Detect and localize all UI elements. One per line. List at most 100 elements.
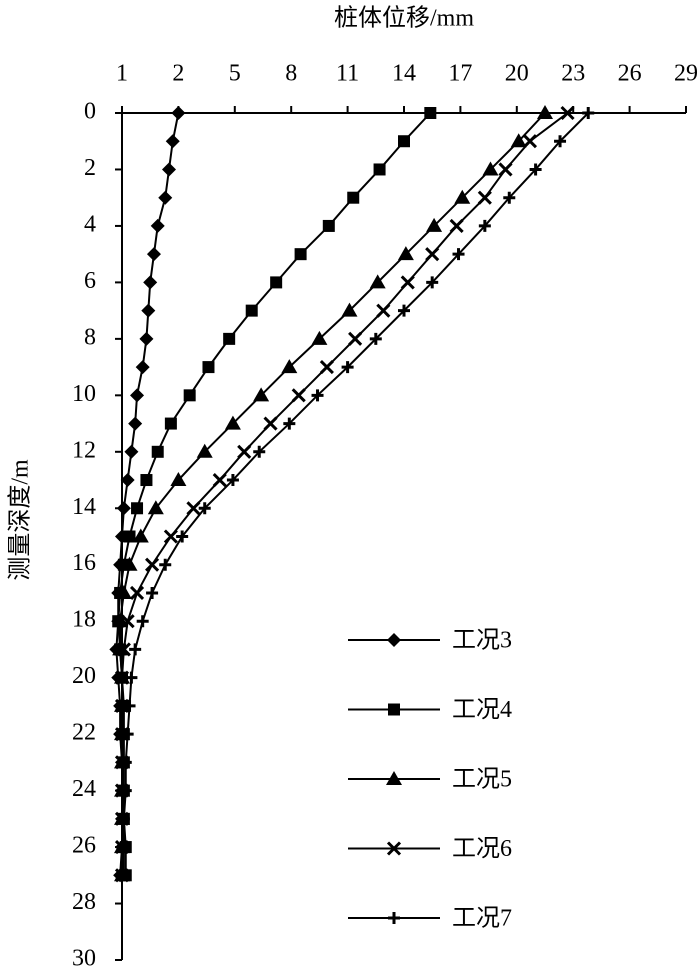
marker: [426, 217, 443, 232]
x-tick-label: 20: [505, 61, 529, 87]
marker: [120, 473, 135, 488]
marker: [119, 784, 132, 797]
marker: [164, 417, 177, 430]
y-tick-label: 26: [72, 833, 96, 859]
x-tick-label: 11: [336, 61, 359, 87]
marker: [124, 444, 139, 459]
marker: [387, 633, 401, 647]
marker: [245, 304, 258, 317]
y-tick-label: 8: [84, 324, 96, 350]
marker: [117, 812, 130, 825]
marker: [226, 474, 239, 487]
y-tick-label: 30: [72, 946, 96, 972]
x-tick-label: 2: [172, 61, 184, 87]
y-tick-label: 20: [72, 663, 96, 689]
x-tick-label: 29: [674, 61, 698, 87]
marker: [454, 189, 471, 204]
x-tick-label: 14: [392, 61, 416, 87]
marker: [162, 162, 176, 177]
marker: [477, 190, 492, 205]
marker: [388, 912, 400, 924]
marker: [212, 472, 227, 488]
marker: [123, 530, 136, 543]
legend-label: 工况6: [452, 836, 512, 862]
marker: [237, 444, 252, 459]
marker: [522, 134, 538, 149]
y-tick-label: 18: [72, 607, 96, 633]
marker: [554, 135, 567, 148]
marker: [510, 133, 527, 148]
y-axis-title: 测量深度/m: [7, 459, 34, 581]
marker: [183, 389, 196, 402]
marker: [147, 500, 164, 515]
marker: [498, 162, 513, 177]
marker: [373, 163, 386, 176]
marker: [311, 330, 328, 345]
marker: [115, 584, 132, 599]
y-tick-label: 12: [72, 437, 96, 463]
marker: [449, 218, 464, 233]
marker: [121, 556, 138, 571]
marker: [135, 360, 150, 375]
marker: [116, 642, 131, 657]
series-line: [117, 112, 432, 876]
marker: [150, 218, 165, 233]
y-tick-label: 22: [72, 720, 96, 746]
marker: [176, 530, 189, 543]
marker: [145, 557, 160, 572]
marker: [341, 361, 354, 374]
marker: [117, 841, 130, 854]
x-tick-label: 17: [448, 61, 472, 87]
marker: [132, 528, 149, 543]
x-tick-label: 26: [618, 61, 642, 87]
marker: [121, 728, 134, 741]
marker: [253, 445, 266, 458]
marker: [123, 699, 136, 712]
x-tick-label: 8: [285, 61, 297, 87]
marker: [198, 502, 211, 515]
marker: [263, 416, 278, 431]
marker: [158, 190, 173, 205]
marker: [141, 303, 156, 318]
legend-label: 工况4: [452, 697, 512, 723]
marker: [253, 387, 270, 402]
legend-label: 工况5: [452, 767, 512, 793]
marker: [582, 107, 595, 119]
marker: [170, 472, 187, 487]
y-tick-label: 24: [72, 776, 96, 802]
marker: [424, 107, 437, 119]
y-tick-label: 4: [84, 211, 96, 237]
marker: [114, 698, 130, 713]
y-tick-label: 14: [72, 494, 96, 520]
marker: [398, 304, 410, 317]
y-tick-label: 10: [72, 381, 96, 407]
y-tick-label: 6: [84, 268, 96, 294]
marker: [386, 771, 402, 785]
legend-label: 工况7: [452, 906, 512, 932]
marker: [143, 275, 158, 290]
marker: [151, 445, 164, 458]
marker: [129, 585, 145, 601]
marker: [426, 276, 439, 289]
y-tick-label: 2: [84, 155, 96, 181]
x-axis-title: 桩体位移/mm: [334, 5, 474, 32]
marker: [223, 332, 236, 345]
marker: [369, 332, 382, 345]
marker: [196, 443, 213, 458]
marker: [386, 841, 402, 856]
marker: [294, 248, 307, 261]
marker: [398, 135, 410, 148]
marker: [114, 670, 130, 685]
marker: [139, 331, 154, 346]
marker: [311, 389, 324, 402]
marker: [529, 163, 542, 176]
marker: [319, 360, 334, 375]
marker: [376, 303, 391, 318]
marker: [283, 417, 296, 430]
series-line: [122, 112, 589, 876]
marker: [146, 247, 161, 262]
marker: [341, 302, 358, 317]
marker: [560, 105, 575, 121]
marker: [128, 416, 143, 431]
marker: [116, 501, 131, 516]
